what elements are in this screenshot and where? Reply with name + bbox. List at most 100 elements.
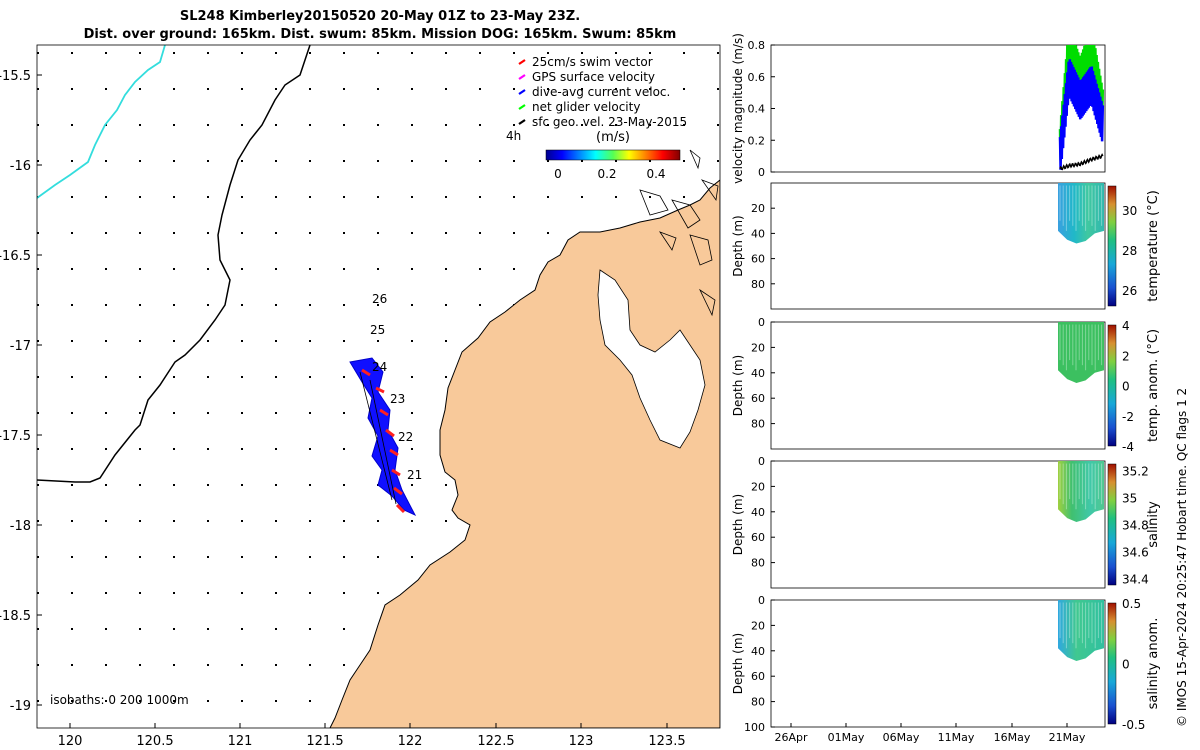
geo-velocity-marker: [411, 448, 413, 450]
geo-velocity-marker: [71, 484, 73, 486]
geo-velocity-marker: [105, 592, 107, 594]
geo-velocity-marker: [37, 232, 39, 234]
geo-velocity-marker: [343, 232, 345, 234]
speed-colorbar-tick: 0: [554, 167, 562, 181]
speed-colorbar-tick: 0.2: [597, 167, 616, 181]
geo-velocity-marker: [275, 556, 277, 558]
geo-velocity-marker: [343, 484, 345, 486]
geo-velocity-marker: [309, 304, 311, 306]
map-y-axis: -15.5 -16 -16.5 -17 -17.5 -18 -18.5 -19: [0, 69, 42, 714]
geo-velocity-marker: [37, 52, 39, 54]
geo-velocity-marker: [275, 340, 277, 342]
geo-velocity-marker: [207, 88, 209, 90]
colorbar-tick-label: 34.6: [1122, 545, 1149, 559]
geo-velocity-marker: [71, 196, 73, 198]
legend-swatch: [518, 59, 526, 65]
colorbar-tick-label: 0: [1122, 658, 1130, 672]
map-y-tick-label: -16: [10, 159, 31, 174]
geo-velocity-marker: [139, 412, 141, 414]
panel-y-tick-label: 80: [751, 418, 765, 431]
geo-velocity-marker: [683, 196, 685, 198]
geo-velocity-marker: [309, 232, 311, 234]
geo-velocity-marker: [445, 268, 447, 270]
geo-velocity-marker: [105, 88, 107, 90]
colorbar-title: (m/s): [596, 130, 630, 145]
track-day-label: 25: [370, 323, 385, 337]
geo-velocity-marker: [173, 340, 175, 342]
geo-velocity-marker: [71, 412, 73, 414]
geo-velocity-marker: [105, 664, 107, 666]
colorbar-tick-label: 2: [1122, 349, 1130, 363]
geo-velocity-marker: [343, 376, 345, 378]
geo-velocity-marker: [173, 160, 175, 162]
geo-velocity-marker: [649, 88, 651, 90]
geo-velocity-marker: [139, 376, 141, 378]
geo-velocity-marker: [173, 124, 175, 126]
geo-velocity-marker: [241, 196, 243, 198]
geo-velocity-marker: [513, 196, 515, 198]
colorbar-tick-label: 34.8: [1122, 519, 1149, 533]
geo-velocity-marker: [275, 52, 277, 54]
panel-y-tick-label: 20: [751, 341, 765, 354]
geo-velocity-marker: [445, 196, 447, 198]
geo-velocity-marker: [445, 52, 447, 54]
geo-velocity-marker: [547, 52, 549, 54]
map-y-tick-label: -17.5: [0, 429, 31, 444]
legend-swatch: [518, 89, 526, 95]
geo-velocity-marker: [37, 484, 39, 486]
geo-velocity-marker: [343, 88, 345, 90]
panel-y-tick-label: 60: [751, 531, 765, 544]
geo-velocity-marker: [71, 556, 73, 558]
map-y-tick-label: -19: [10, 699, 31, 714]
geo-velocity-marker: [207, 700, 209, 702]
panel-y-label: Depth (m): [731, 494, 745, 555]
figure-title-line2: Dist. over ground: 165km. Dist. swum: 85…: [83, 27, 677, 42]
colorbar-tick-label: 30: [1122, 204, 1137, 218]
geo-velocity-marker: [173, 448, 175, 450]
depth-panel-1: Depth (m) 20 40 60 80: [731, 182, 1106, 310]
island-outlines: [639, 149, 719, 317]
geo-velocity-marker: [207, 160, 209, 162]
geo-velocity-marker: [445, 232, 447, 234]
geo-velocity-marker: [343, 52, 345, 54]
geo-velocity-marker: [275, 448, 277, 450]
panel-y-tick-label: 0.8: [748, 39, 766, 52]
isobaths-label: isobaths: 0 200 1000m: [50, 693, 189, 707]
geo-velocity-marker: [581, 88, 583, 90]
geo-velocity-marker: [275, 160, 277, 162]
geo-velocity-marker: [445, 340, 447, 342]
geo-velocity-marker: [411, 412, 413, 414]
colorbar-label: salinity anom.: [1146, 618, 1161, 710]
geo-velocity-marker: [581, 160, 583, 162]
geo-velocity-marker: [309, 124, 311, 126]
geo-velocity-marker: [241, 556, 243, 558]
geo-velocity-marker: [343, 448, 345, 450]
panel-y-tick-label: 0.6: [748, 71, 766, 84]
track-day-label: 21: [407, 468, 422, 482]
geo-velocity-marker: [207, 412, 209, 414]
geo-velocity-marker: [37, 628, 39, 630]
geo-velocity-marker: [479, 124, 481, 126]
geo-velocity-marker: [71, 376, 73, 378]
geo-velocity-marker: [207, 592, 209, 594]
colorbar-3: 35.2 35 34.8 34.6 34.4 salinity: [1107, 463, 1161, 586]
geo-velocity-marker: [309, 484, 311, 486]
map-frame: [36, 44, 721, 729]
geo-velocity-marker: [377, 592, 379, 594]
geo-velocity-marker: [207, 628, 209, 630]
geo-velocity-marker: [173, 88, 175, 90]
geo-velocity-marker: [105, 340, 107, 342]
geo-velocity-marker: [105, 520, 107, 522]
panel-frame: [770, 182, 1106, 310]
map-y-tick-label: -18.5: [0, 609, 31, 624]
geo-velocity-marker: [275, 376, 277, 378]
legend-label: GPS surface velocity: [532, 70, 655, 84]
colorbar-2: 4 2 0 -2 -4 temp. anom. (°C): [1107, 319, 1161, 454]
geo-velocity-marker: [241, 52, 243, 54]
depth-panel-4: Depth (m) 0 20 40 60 80 100: [731, 594, 1106, 734]
panel-y-tick-label: 60: [751, 392, 765, 405]
colorbar-strip: [1107, 463, 1117, 586]
geo-velocity-marker: [105, 268, 107, 270]
panel-y-tick-label: 40: [751, 506, 765, 519]
geo-velocity-marker: [241, 88, 243, 90]
